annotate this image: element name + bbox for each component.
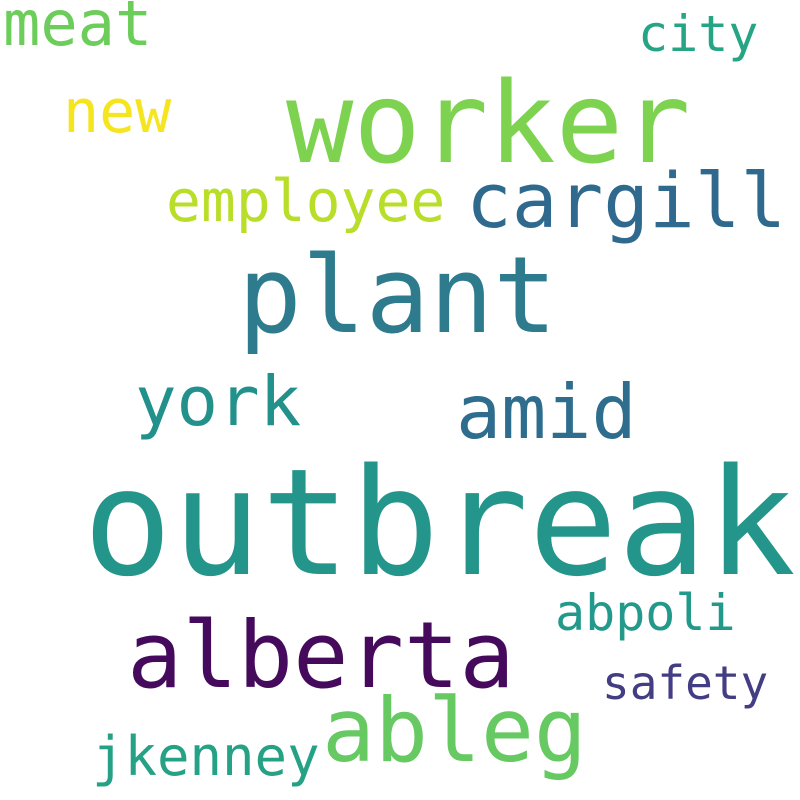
word-outbreak: outbreak [83, 437, 796, 609]
word-amid: amid [456, 368, 637, 456]
word-alberta: alberta [127, 602, 515, 709]
word-jkenney: jkenney [92, 725, 320, 788]
word-city: city [638, 5, 759, 63]
word-abpoli: abpoli [555, 584, 736, 642]
word-ableg: ableg [322, 679, 587, 782]
word-new: new [63, 77, 172, 147]
word-safety: safety [602, 656, 769, 710]
word-york: york [135, 362, 302, 442]
word-employee: employee [166, 167, 446, 235]
word-plant: plant [238, 234, 558, 357]
word-meat: meat [3, 0, 153, 60]
word-cargill: cargill [466, 156, 787, 245]
word-worker: worker [286, 59, 691, 189]
